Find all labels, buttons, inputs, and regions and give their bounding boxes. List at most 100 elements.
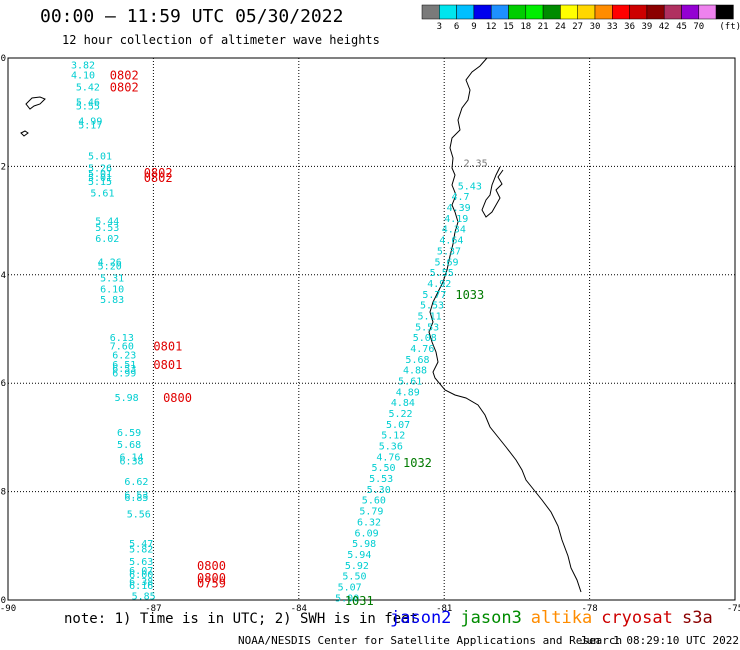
coastline-gulf-of-guayaquil — [481, 166, 504, 218]
lon-tick-label: -78 — [581, 604, 597, 614]
wave-height-value: 6.99 — [112, 368, 136, 379]
wave-height-value: 4.19 — [444, 214, 468, 225]
color-scale-label: 6 — [454, 22, 459, 32]
color-scale-label: 36 — [624, 22, 635, 32]
wave-height-value: 5.79 — [359, 507, 383, 518]
wave-height-value: 4.39 — [447, 203, 471, 214]
wave-height-value: 5.12 — [381, 431, 405, 442]
wave-height-value: 5.08 — [413, 333, 437, 344]
color-swatch — [421, 4, 440, 20]
color-scale-label: 18 — [520, 22, 531, 32]
wave-height-value: 5.42 — [76, 83, 100, 94]
color-swatch — [594, 4, 613, 20]
coastline-mainland — [428, 57, 582, 593]
pass-time-label: 1032 — [403, 456, 432, 470]
wave-height-value: 5.92 — [345, 561, 369, 572]
wave-height-value: 4.10 — [71, 70, 95, 81]
wave-height-value: 5.31 — [100, 274, 124, 285]
color-scale-label: 3 — [437, 22, 442, 32]
wave-height-value: 5.20 — [98, 262, 122, 273]
wave-height-value: 5.69 — [435, 257, 459, 268]
wave-height-value: 4.89 — [396, 387, 420, 398]
wave-height-value: 6.14 — [119, 452, 143, 463]
color-swatch — [715, 4, 734, 20]
map-frame — [7, 57, 736, 601]
wave-height-value: 5.98 — [115, 393, 139, 404]
color-swatch — [698, 4, 717, 20]
wave-height-value: 5.53 — [95, 223, 119, 234]
wave-height-value: 5.00 — [335, 593, 359, 604]
wave-height-value: 6.10 — [100, 284, 124, 295]
map-subtitle: 12 hour collection of altimeter wave hei… — [62, 33, 380, 47]
color-swatch — [456, 4, 475, 20]
color-scale-label: 21 — [538, 22, 549, 32]
wave-height-value: 4.64 — [439, 236, 463, 247]
wave-height-value: 5.56 — [127, 509, 151, 520]
wave-height-value: 4.76 — [376, 452, 400, 463]
wave-height-value: 5.37 — [437, 246, 461, 257]
color-swatch — [542, 4, 561, 20]
wave-height-value: 6.62 — [124, 477, 148, 488]
wave-height-value: 4.76 — [410, 344, 434, 355]
pass-time-label: 1033 — [455, 288, 484, 302]
lat-tick-label: -4 — [0, 271, 6, 281]
axis-tick-labels: -90 -87 -84 -81 -78 -75 0 -2 -4 -6 -8 -10 — [0, 54, 740, 614]
wave-height-value: 5.63 — [129, 557, 153, 568]
lon-tick-label: -90 — [0, 604, 16, 614]
color-scale-label: 30 — [590, 22, 601, 32]
satellite-name-cryosat: cryosat — [601, 608, 673, 628]
color-scale-label: 12 — [486, 22, 497, 32]
color-swatch — [473, 4, 492, 20]
color-scale-label: 70 — [693, 22, 704, 32]
wave-height-value: 6.09 — [355, 528, 379, 539]
color-scale-label: 24 — [555, 22, 566, 32]
wave-height-value: 4.99 — [78, 116, 102, 127]
wave-height-value: 7.60 — [110, 341, 134, 352]
wave-height-value: 6.38 — [129, 577, 153, 588]
pass-time-label: 0802 — [144, 171, 173, 185]
color-swatch — [681, 4, 700, 20]
wave-height-value: 6.32 — [357, 517, 381, 528]
wave-height-value: 5.44 — [95, 217, 119, 228]
satellite-name-jason3: jason3 — [460, 608, 522, 628]
color-swatch — [439, 4, 457, 20]
color-scale-unit: (ft) — [719, 22, 740, 32]
wave-height-value: 5.11 — [418, 311, 442, 322]
wave-height-value: 5.61 — [90, 188, 114, 199]
color-swatch — [646, 4, 665, 20]
color-scale-label: 15 — [503, 22, 514, 32]
wave-height-value: 4.7 — [451, 192, 469, 203]
wave-height-value: 5.60 — [362, 496, 386, 507]
wave-height-value: 5.55 — [76, 102, 100, 113]
wave-height-value: 5.15 — [88, 177, 112, 188]
color-swatch — [560, 4, 578, 20]
satellite-name-s3a: s3a — [682, 608, 713, 628]
wave-height-value: 4.88 — [403, 366, 427, 377]
wave-height-value: 5.82 — [129, 545, 153, 556]
wave-height-value: 4.34 — [442, 225, 466, 236]
lat-tick-label: -6 — [0, 379, 6, 389]
lat-tick-label: 0 — [1, 54, 6, 64]
wave-height-value: 6.16 — [129, 581, 153, 592]
color-swatch — [508, 4, 527, 20]
pass-time-label: 0802 — [110, 68, 139, 82]
lat-tick-label: -10 — [0, 596, 6, 606]
pass-time-label: 0800 — [163, 391, 192, 405]
footer-note: note: 1) Time is in UTC; 2) SWH is in fe… — [64, 611, 419, 627]
pass-time-label: 0801 — [153, 339, 182, 353]
color-swatch — [629, 4, 648, 20]
wave-height-value: 5.43 — [458, 181, 482, 192]
satellite-name-jason2: jason2 — [390, 608, 452, 628]
lon-tick-label: -87 — [145, 604, 161, 614]
wave-height-value: 5.68 — [117, 440, 141, 451]
wave-height-value: 6.59 — [117, 428, 141, 439]
wave-height-value: 5.17 — [78, 121, 102, 132]
color-scale-label: 27 — [572, 22, 583, 32]
wave-height-value: 6.13 — [110, 333, 134, 344]
wave-height-value: 6.53 — [124, 490, 148, 501]
color-swatch — [525, 4, 544, 20]
wave-height-value: 5.61 — [398, 376, 422, 387]
wave-height-value: 5.36 — [379, 442, 403, 453]
color-scale-label: 9 — [471, 22, 476, 32]
